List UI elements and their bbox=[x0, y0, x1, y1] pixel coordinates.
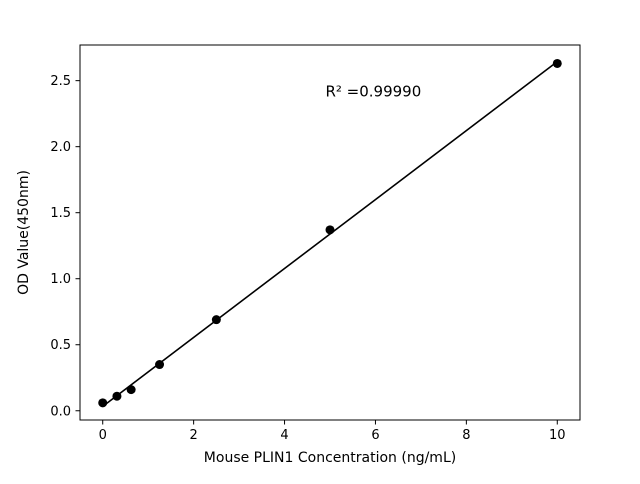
x-tick-label: 0 bbox=[99, 428, 107, 443]
data-point bbox=[98, 398, 108, 408]
data-point bbox=[552, 58, 562, 68]
x-tick-label: 8 bbox=[462, 428, 470, 443]
data-point bbox=[325, 225, 335, 235]
x-tick-label: 6 bbox=[371, 428, 379, 443]
plot-border bbox=[79, 44, 581, 421]
y-tick-label: 1.5 bbox=[50, 206, 71, 221]
x-tick-label: 2 bbox=[189, 428, 197, 443]
data-point bbox=[155, 360, 165, 370]
x-tick-label: 10 bbox=[549, 428, 566, 443]
y-tick-label: 0.5 bbox=[50, 338, 71, 353]
y-tick-label: 2.0 bbox=[50, 140, 71, 155]
y-axis-label: OD Value(450nm) bbox=[16, 170, 32, 295]
y-tick-label: 2.5 bbox=[50, 74, 71, 89]
y-tick-label: 0.0 bbox=[50, 404, 71, 419]
r-squared-annotation: R² =0.99990 bbox=[325, 82, 421, 100]
data-point bbox=[211, 315, 221, 325]
x-axis-label: Mouse PLIN1 Concentration (ng/mL) bbox=[204, 450, 456, 466]
x-tick-label: 4 bbox=[280, 428, 288, 443]
y-tick-label: 1.0 bbox=[50, 272, 71, 287]
data-point bbox=[112, 391, 122, 401]
data-point bbox=[126, 385, 136, 395]
